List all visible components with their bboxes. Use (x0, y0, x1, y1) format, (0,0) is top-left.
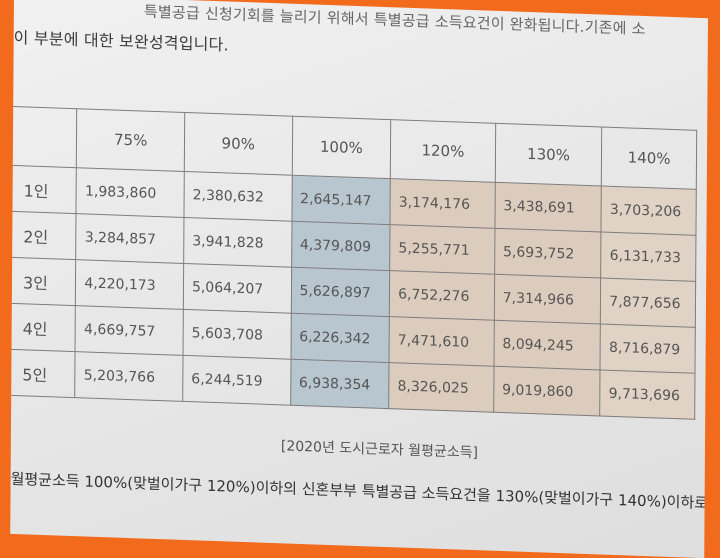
income-table: 75% 90% 100% 120% 130% 140% 1인 1,983,860… (10, 106, 697, 420)
table-cell: 5,626,897 (290, 267, 390, 317)
header-cell-120: 120% (390, 119, 496, 183)
header-cell-100: 100% (291, 116, 391, 179)
monitor-screen: 특별공급 신청기회를 늘리기 위해서 특별공급 소득요건이 완화됩니다.기존에 … (10, 0, 708, 558)
table-cell: 5,603,708 (182, 309, 291, 360)
table-cell: 7,877,656 (600, 278, 696, 328)
row-label: 5인 (10, 349, 76, 398)
table-cell: 2,380,632 (183, 171, 292, 222)
table-cell: 4,220,173 (75, 259, 184, 310)
table-cell: 6,226,342 (290, 313, 390, 363)
table-cell: 6,244,519 (182, 355, 291, 406)
table-caption: [2020년 도시근로자 월평균소득] (280, 438, 479, 462)
row-label: 1인 (10, 165, 77, 214)
table-cell: 2,645,147 (291, 175, 391, 225)
table-cell: 6,752,276 (389, 270, 495, 321)
header-cell-75: 75% (76, 108, 185, 172)
table-cell: 4,669,757 (75, 305, 184, 356)
table-cell: 9,713,696 (600, 369, 696, 420)
table-cell: 3,174,176 (390, 178, 496, 229)
row-label: 4인 (10, 303, 76, 352)
table-cell: 5,693,752 (494, 228, 602, 279)
header-cell-empty (10, 106, 78, 168)
table-cell: 8,094,245 (493, 320, 601, 370)
table-cell: 3,438,691 (494, 182, 602, 233)
table-cell: 7,314,966 (494, 274, 601, 324)
table-cell: 9,019,860 (493, 366, 601, 416)
table-cell: 5,203,766 (75, 351, 183, 402)
row-label: 2인 (10, 211, 77, 260)
table-cell: 8,326,025 (388, 362, 494, 413)
table-cell: 3,703,206 (601, 186, 697, 236)
header-cell-90: 90% (184, 112, 293, 176)
table-cell: 3,941,828 (183, 217, 292, 268)
paragraph-line-bottom: 월평균소득 100%(맞벌이가구 120%)이하의 신혼부부 특별공급 소득요건… (10, 469, 708, 513)
header-cell-130: 130% (495, 123, 603, 187)
table-cell: 7,471,610 (389, 316, 495, 367)
table-cell: 1,983,860 (76, 167, 185, 218)
table-cell: 5,064,207 (183, 263, 292, 314)
table-cell: 6,131,733 (600, 232, 696, 282)
table-cell: 5,255,771 (389, 224, 495, 275)
header-cell-140: 140% (601, 127, 697, 190)
table-cell: 6,938,354 (290, 359, 390, 409)
table-cell: 3,284,857 (76, 213, 184, 264)
paragraph-line-second: 이 부분에 대한 보완성격입니다. (13, 27, 229, 55)
table-cell: 8,716,879 (600, 323, 696, 374)
table-cell: 4,379,809 (291, 221, 391, 271)
row-label: 3인 (10, 257, 77, 306)
